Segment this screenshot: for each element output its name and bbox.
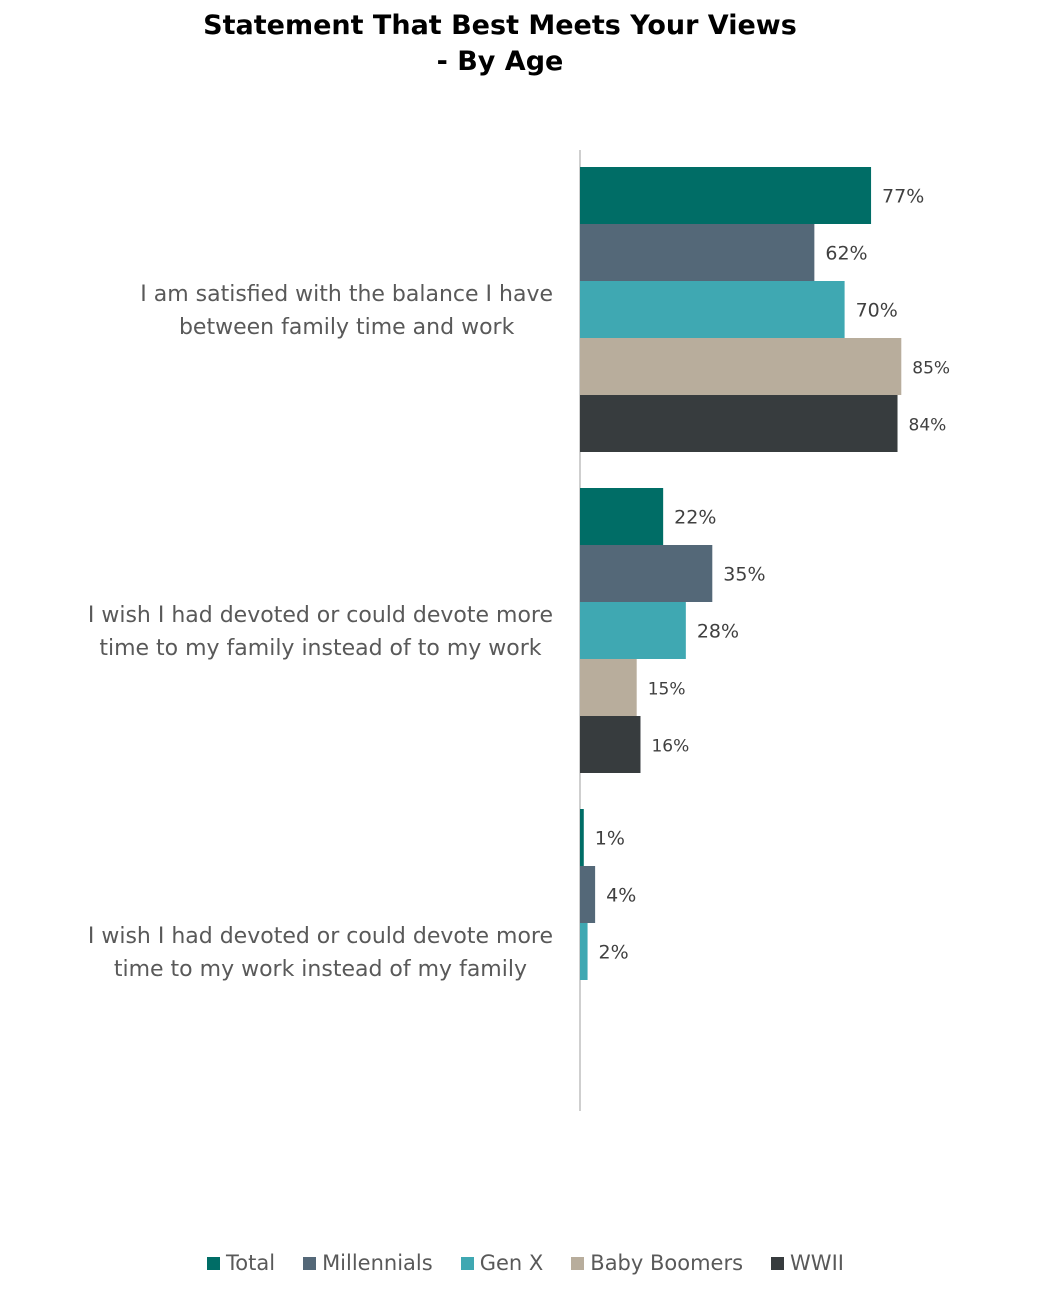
bar-baby-boomers — [580, 338, 902, 395]
bar-gen-x — [580, 923, 588, 980]
chart-title: Statement That Best Meets Your Views - B… — [0, 8, 1000, 80]
chart-title-line-1: Statement That Best Meets Your Views — [203, 10, 797, 41]
bar-chart-plot: I am satisfied with the balance I have be… — [88, 150, 950, 1111]
bar-total — [580, 488, 664, 545]
legend-item: WWII — [771, 1251, 844, 1275]
bar-total — [580, 167, 872, 224]
legend-item: Gen X — [460, 1251, 544, 1275]
data-label: 62% — [825, 243, 867, 265]
data-label: 15% — [648, 680, 686, 700]
legend-item: Baby Boomers — [571, 1251, 743, 1275]
bar-baby-boomers — [580, 659, 637, 716]
data-label: 16% — [651, 737, 689, 757]
legend-swatch — [771, 1256, 785, 1270]
legend-swatch — [303, 1256, 317, 1270]
bar-gen-x — [580, 602, 686, 659]
bar-millennials — [580, 866, 596, 923]
bar-wwii — [580, 716, 641, 773]
bar-millennials — [580, 545, 713, 602]
data-label: 70% — [856, 300, 898, 322]
legend-item: Millennials — [303, 1251, 433, 1275]
legend-label: WWII — [790, 1251, 844, 1275]
data-label: 85% — [912, 359, 950, 379]
legend-label: Gen X — [479, 1251, 544, 1275]
bar-wwii — [580, 395, 898, 452]
data-label: 2% — [599, 942, 629, 964]
data-label: 4% — [606, 885, 636, 907]
legend-label: Millennials — [322, 1251, 433, 1275]
data-label: 35% — [723, 564, 765, 586]
bar-total — [580, 809, 584, 866]
category-tick-label: I am satisfied with the balance I have be… — [140, 282, 553, 340]
data-label: 22% — [674, 507, 716, 529]
legend-label: Total — [226, 1251, 276, 1275]
legend-label: Baby Boomers — [590, 1251, 744, 1275]
data-label: 28% — [697, 621, 739, 643]
category-tick-label: I wish I had devoted or could devote mor… — [88, 924, 553, 982]
legend-swatch — [460, 1256, 474, 1270]
category-tick-label: I wish I had devoted or could devote mor… — [88, 603, 553, 661]
legend-swatch — [571, 1256, 585, 1270]
data-label: 77% — [882, 186, 924, 208]
data-label: 1% — [595, 828, 625, 850]
data-label: 84% — [909, 416, 947, 436]
legend-swatch — [207, 1256, 221, 1270]
bar-millennials — [580, 224, 815, 281]
bar-gen-x — [580, 281, 845, 338]
legend-item: Total — [207, 1251, 275, 1275]
chart-legend: Total Millennials Gen X Baby Boomers WWII — [0, 1246, 1043, 1280]
chart-title-line-2: - By Age — [436, 46, 564, 77]
